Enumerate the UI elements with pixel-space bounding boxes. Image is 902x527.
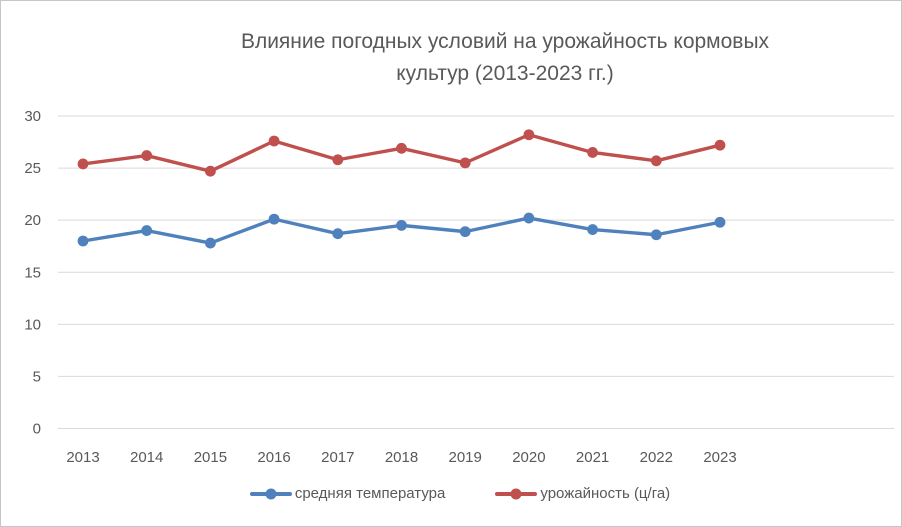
data-point-series-0: [268, 213, 280, 225]
data-point-series-1: [587, 147, 598, 158]
legend-label-temperature: средняя температура: [294, 485, 446, 502]
legend-label-yield: урожайность (ц/га): [540, 485, 671, 502]
x-tick-label: 2019: [449, 449, 482, 466]
data-point-series-0: [141, 225, 153, 236]
x-tick-label: 2020: [512, 449, 545, 466]
legend-item-yield: урожайность (ц/га): [495, 485, 670, 502]
y-tick-label: 0: [33, 421, 41, 438]
x-tick-label: 2015: [194, 449, 227, 466]
data-point-series-1: [650, 155, 662, 167]
data-point-series-0: [523, 212, 535, 224]
x-tick-label: 2017: [321, 449, 354, 466]
data-point-series-1: [714, 139, 726, 151]
legend: средняя температура урожайность (ц/га): [19, 485, 901, 502]
data-point-series-1: [332, 154, 344, 166]
data-point-series-1: [459, 157, 471, 169]
y-tick-label: 30: [24, 108, 41, 125]
data-point-series-0: [650, 229, 662, 241]
line-marker-icon: [249, 488, 292, 499]
data-point-series-1: [77, 158, 89, 170]
line-marker-icon: [495, 488, 538, 499]
data-point-series-1: [205, 165, 216, 177]
data-point-series-1: [523, 129, 535, 141]
chart-title-line2: культур (2013-2023 гг.): [396, 62, 614, 85]
data-point-series-0: [459, 226, 471, 238]
x-tick-label: 2013: [66, 449, 99, 466]
x-tick-label: 2022: [640, 449, 673, 466]
data-point-series-0: [714, 216, 726, 228]
data-point-series-0: [396, 219, 407, 231]
y-tick-label: 25: [24, 160, 41, 177]
data-point-series-0: [332, 228, 344, 240]
x-tick-label: 2023: [703, 449, 736, 466]
x-tick-label: 2021: [576, 449, 609, 466]
y-tick-label: 20: [24, 212, 41, 229]
data-point-series-1: [396, 142, 407, 154]
chart-title: Влияние погодных условий на урожайность …: [109, 26, 901, 90]
y-tick-label: 5: [33, 368, 41, 385]
y-tick-label: 15: [24, 264, 41, 281]
x-tick-label: 2016: [257, 449, 290, 466]
data-point-series-1: [268, 135, 280, 147]
data-point-series-0: [205, 237, 216, 249]
y-tick-label: 10: [24, 316, 41, 333]
legend-item-temperature: средняя температура: [249, 485, 446, 502]
data-point-series-0: [77, 235, 89, 247]
data-point-series-0: [587, 224, 598, 235]
x-tick-label: 2018: [385, 449, 418, 466]
data-point-series-1: [141, 150, 153, 161]
x-tick-label: 2014: [130, 449, 163, 466]
chart-title-line1: Влияние погодных условий на урожайность …: [240, 30, 770, 53]
